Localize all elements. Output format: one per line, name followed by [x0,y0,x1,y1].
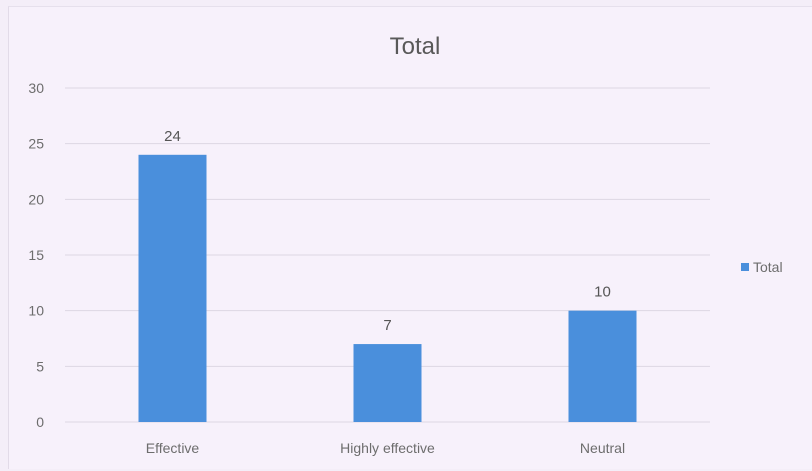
legend-swatch [741,263,749,271]
category-label: Highly effective [340,440,435,456]
y-tick-label: 10 [28,303,44,319]
data-label: 10 [594,284,611,301]
chart-title: Total [390,33,441,60]
y-tick-label: 5 [36,358,44,374]
legend: Total [741,259,783,275]
y-tick-label: 30 [28,80,44,96]
y-tick-label: 0 [36,414,44,430]
category-label: Effective [146,440,200,456]
bars [138,154,637,423]
y-axis-ticks: 0 5 10 15 20 25 30 [28,80,44,430]
data-label: 7 [383,317,391,334]
y-tick-label: 15 [28,247,44,263]
y-tick-label: 20 [28,191,44,207]
y-tick-label: 25 [28,136,44,152]
bar-highly-effective [353,344,422,422]
category-label: Neutral [580,440,625,456]
data-labels: 24 7 10 [164,128,611,334]
x-axis-categories: Effective Highly effective Neutral [146,440,625,456]
bar-effective [138,154,207,423]
bar-neutral [568,310,637,422]
data-label: 24 [164,128,181,145]
legend-label: Total [753,259,783,275]
